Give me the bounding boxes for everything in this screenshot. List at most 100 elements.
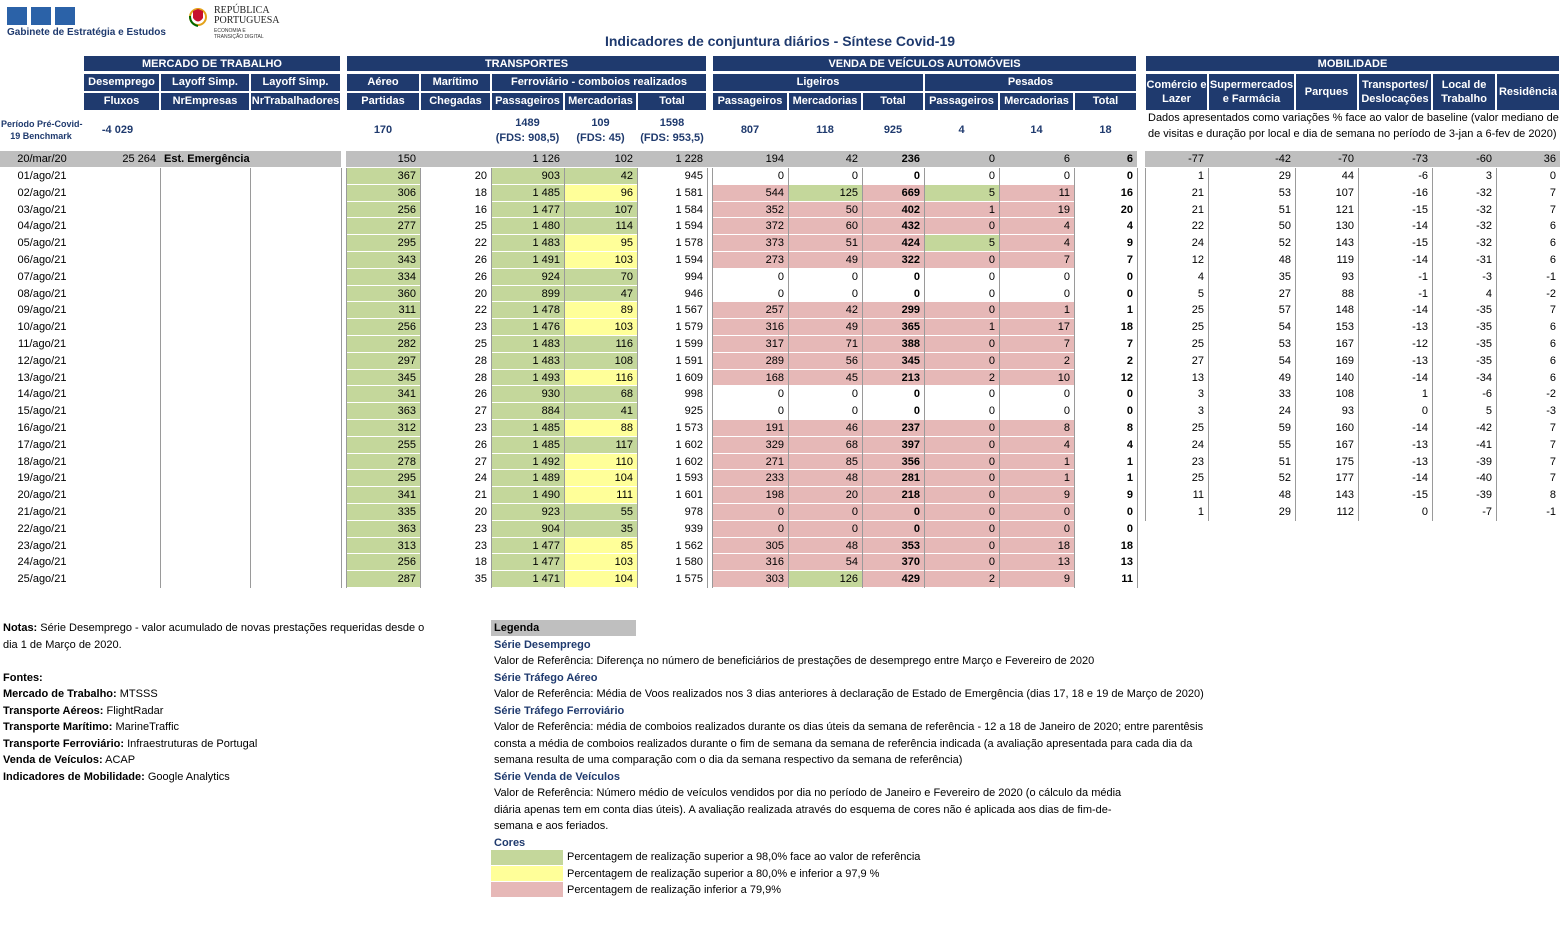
grid-line — [420, 168, 421, 588]
table-cell: 316 — [712, 554, 788, 572]
table-cell: 18 — [420, 554, 491, 572]
table-cell: 1 489 — [491, 470, 564, 488]
table-cell: 295 — [346, 235, 420, 252]
table-cell: 4 — [1074, 218, 1137, 236]
table-cell: 313 — [346, 537, 420, 555]
gov-subtitle: ECONOMIA E TRANSIÇÃO DIGITAL — [214, 28, 264, 40]
table-cell: 904 — [491, 520, 564, 538]
table-cell: 363 — [346, 403, 420, 420]
row-date: 18/ago/21 — [17, 455, 67, 468]
column-header: Total — [863, 93, 923, 110]
table-cell: 278 — [346, 453, 420, 471]
mobility-cell: 0 — [1549, 170, 1556, 182]
mobility-cell: 25 — [1191, 422, 1204, 434]
table-cell: 1 — [999, 453, 1074, 471]
mobility-cell: 27 — [1191, 354, 1204, 367]
table-cell: 363 — [346, 520, 420, 538]
table-cell: 10 — [999, 369, 1074, 387]
mobility-cell: 48 — [1278, 254, 1291, 266]
table-cell: 0 — [999, 269, 1074, 286]
table-cell: 24 — [420, 470, 491, 488]
table-cell: 117 — [564, 436, 637, 454]
table-cell: 341 — [346, 487, 420, 504]
benchmark-pes_total: 18 — [1099, 124, 1112, 136]
table-cell: 0 — [712, 520, 788, 538]
table-cell: 0 — [862, 168, 924, 185]
grid-line — [1208, 168, 1209, 521]
table-cell: 42 — [564, 168, 637, 185]
mobility-cell: -14 — [1412, 254, 1428, 266]
mobility-cell: 24 — [1191, 237, 1204, 250]
table-cell: 16 — [1074, 185, 1137, 202]
table-cell: 345 — [862, 352, 924, 370]
table-cell: 1 601 — [637, 487, 707, 504]
table-cell: 55 — [564, 504, 637, 521]
emergency-date: 20/mar/20 — [17, 153, 67, 165]
column-header: NrTrabalhadores — [251, 93, 340, 110]
column-header: Total — [1075, 93, 1136, 110]
mobility-cell: -35 — [1476, 354, 1492, 367]
mobility-cell: 6 — [1549, 354, 1556, 367]
mobility-cell: 13 — [1191, 371, 1204, 384]
table-cell: 281 — [862, 470, 924, 488]
table-cell: 0 — [788, 520, 862, 538]
table-cell: 11 — [1074, 571, 1137, 588]
mobility-cell: 6 — [1549, 220, 1556, 233]
emergency-label: Est. Emergência — [164, 153, 250, 165]
table-cell: 388 — [862, 336, 924, 353]
table-cell: 4 — [999, 436, 1074, 454]
mobility-note: Dados apresentados como variações % face… — [1148, 112, 1560, 124]
table-cell: 26 — [420, 252, 491, 269]
mobility-cell: -16 — [1412, 186, 1428, 199]
table-cell: 341 — [346, 386, 420, 404]
mobility-cell: -40 — [1476, 472, 1492, 485]
subheader-aereo: Aéreo — [347, 74, 419, 91]
column-header: Mercadorias — [789, 93, 861, 110]
table-cell: 18 — [999, 537, 1074, 555]
mobility-cell: 33 — [1278, 388, 1291, 401]
mobility-cell: -15 — [1412, 237, 1428, 250]
table-cell: 49 — [788, 319, 862, 336]
subheader-transportes_desl: Transportes/ Deslocações — [1359, 74, 1431, 110]
emergency-mobility: -60 — [1476, 153, 1492, 165]
mobility-cell: 5 — [1485, 405, 1492, 418]
table-cell: 360 — [346, 285, 420, 303]
table-cell: 0 — [712, 504, 788, 521]
table-cell: 218 — [862, 487, 924, 504]
subheader-supermercados: Supermercados e Farmácia — [1209, 74, 1294, 110]
mobility-cell: 107 — [1335, 186, 1354, 199]
table-cell: 23 — [420, 538, 491, 555]
table-cell: 256 — [346, 554, 420, 572]
grid-line — [862, 168, 863, 588]
table-cell: 372 — [712, 218, 788, 236]
table-cell: 103 — [564, 554, 637, 572]
source-item: Transporte Ferroviário: Infraestruturas … — [3, 737, 258, 750]
table-cell: 1 477 — [491, 537, 564, 555]
table-cell: 402 — [862, 201, 924, 219]
table-cell: 998 — [637, 386, 707, 404]
mobility-cell: -1 — [1418, 270, 1428, 283]
table-cell: 96 — [564, 184, 637, 202]
table-cell: 256 — [346, 319, 420, 336]
table-cell: 108 — [564, 352, 637, 370]
table-cell: 41 — [564, 403, 637, 420]
grid-line — [707, 168, 708, 588]
mobility-cell: 7 — [1549, 472, 1556, 485]
org-name: Gabinete de Estratégia e Estudos — [7, 27, 166, 38]
subheader-ligeiros: Ligeiros — [713, 74, 923, 91]
benchmark-ferr_total-fds: (FDS: 953,5) — [640, 132, 704, 144]
mobility-cell: 21 — [1191, 186, 1204, 199]
table-cell: 1 593 — [637, 470, 707, 488]
row-date: 01/ago/21 — [17, 170, 67, 182]
table-cell: 0 — [924, 470, 999, 488]
mobility-cell: -12 — [1412, 338, 1428, 350]
row-date: 10/ago/21 — [17, 321, 67, 334]
mobility-cell: 54 — [1278, 321, 1291, 334]
table-cell: 0 — [924, 504, 999, 521]
benchmark-lig_total: 925 — [883, 124, 903, 136]
table-cell: 233 — [712, 470, 788, 488]
mobility-cell: 54 — [1278, 354, 1291, 367]
grid-line — [999, 168, 1000, 588]
column-header: Passageiros — [925, 93, 998, 110]
table-cell: 0 — [788, 168, 862, 185]
